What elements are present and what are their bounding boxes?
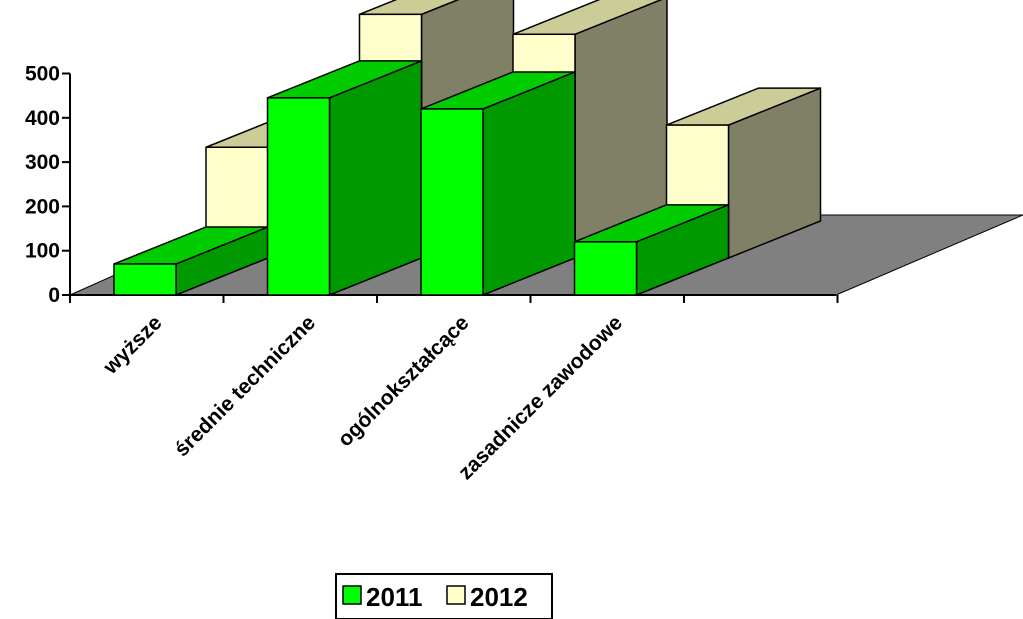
category-label-0: wyższe [98, 311, 166, 379]
legend-box [335, 573, 553, 619]
y-tick-label: 100 [25, 240, 60, 263]
legend-label-2012: 2012 [470, 582, 528, 612]
y-tick-label: 200 [25, 195, 60, 218]
bar-front [420, 108, 484, 296]
bar-front [573, 241, 638, 296]
category-label-3: zasadnicze zawodowe [454, 311, 627, 484]
bar-side [482, 70, 576, 297]
legend-label-2011: 2011 [366, 582, 422, 612]
y-tick-label: 0 [48, 284, 60, 307]
category-label-2: ogólnokształcące [333, 311, 473, 451]
bar-front [266, 97, 331, 296]
y-tick-label: 500 [25, 63, 60, 86]
bar-2012-3 [665, 86, 822, 260]
y-tick-label: 300 [25, 151, 60, 174]
bar-side [328, 59, 423, 297]
bar-front [113, 263, 177, 296]
chart-bars [113, 0, 822, 297]
legend-swatch-2012 [446, 585, 466, 605]
bar-2011-1 [266, 59, 423, 297]
category-label-1: średnie techniczne [170, 311, 320, 461]
legend: 2011 2012 [335, 573, 553, 619]
legend-swatch-2011 [342, 585, 362, 605]
bar-2011-0 [113, 225, 269, 297]
bar-2011-3 [573, 203, 730, 297]
y-tick-label: 400 [25, 107, 60, 130]
bar-2011-2 [420, 70, 576, 297]
